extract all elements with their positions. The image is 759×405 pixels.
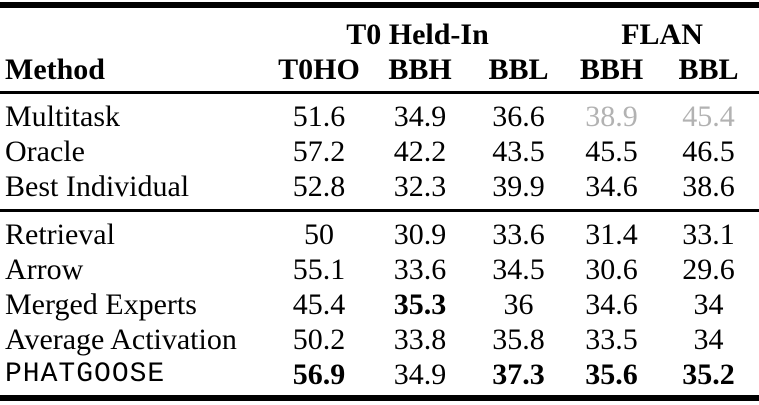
cell-value: 35.3 <box>393 288 447 321</box>
cell-value: 45.5 <box>585 135 638 168</box>
cell-value: 32.3 <box>368 169 472 212</box>
cell-value: 55.1 <box>292 253 346 286</box>
cell-value: 34.6 <box>565 169 659 212</box>
cell-value: 33.8 <box>393 323 447 356</box>
cell-value: 33.6 <box>393 253 447 286</box>
cell-method: Arrow <box>5 253 84 286</box>
col-header-flan-bbh: BBH <box>565 52 659 94</box>
cell-method: Best Individual <box>0 169 270 212</box>
cell-value: 34.6 <box>585 288 638 321</box>
table-row-arrow: Arrow 55.1 33.6 34.5 30.6 29.6 <box>0 252 759 287</box>
cell-value: 50.2 <box>292 323 346 356</box>
cell-value: 31.4 <box>585 218 638 251</box>
cell-value: 45.4 <box>292 288 346 321</box>
table-row-multitask: Multitask 51.6 34.9 36.6 38.9 45.4 <box>0 93 759 135</box>
table-row-best-individual: Best Individual 52.8 32.3 39.9 34.6 38.6 <box>0 169 759 212</box>
cell-value: 34.5 <box>492 253 545 286</box>
col-header-t0-bbl: BBL <box>472 52 566 94</box>
col-header-method: Method <box>0 52 270 94</box>
cell-value: 42.2 <box>393 135 447 168</box>
column-group-t0-held-in: T0 Held-In <box>346 18 489 51</box>
cell-value: 51.6 <box>292 100 346 133</box>
cell-method: PHATGOOSE <box>5 359 166 390</box>
cell-value: 29.6 <box>682 253 735 286</box>
cell-value: 33.5 <box>585 323 638 356</box>
cell-method: Average Activation <box>5 323 237 356</box>
cell-value: 36 <box>503 288 534 321</box>
cell-value: 34 <box>693 323 724 356</box>
table-row-oracle: Oracle 57.2 42.2 43.5 45.5 46.5 <box>0 134 759 169</box>
cell-value: 50 <box>304 218 334 251</box>
cell-value: 56.9 <box>292 358 346 391</box>
cell-method: Retrieval <box>5 218 115 251</box>
cell-value: 30.9 <box>393 218 447 251</box>
cell-method: Multitask <box>5 100 121 133</box>
table-row-phatgoose: PHATGOOSE 56.9 34.9 37.3 35.6 35.2 <box>0 357 759 398</box>
cell-value: 35.2 <box>682 358 735 391</box>
cell-value: 34.9 <box>393 100 447 133</box>
cell-value: 35.6 <box>585 358 638 391</box>
col-header-t0-bbh: BBH <box>368 52 472 94</box>
table-row-average-activation: Average Activation 50.2 33.8 35.8 33.5 3… <box>0 322 759 357</box>
col-header-t0ho: T0HO <box>270 52 368 94</box>
column-header-row: Method T0HO BBH BBL BBH BBL <box>0 52 759 94</box>
cell-value: 37.3 <box>492 358 545 391</box>
cell-method: Oracle <box>5 135 85 168</box>
table-section-methods: Retrieval 50 30.9 33.6 31.4 33.1 Arrow 5… <box>0 211 759 399</box>
cell-value: 33.6 <box>492 218 545 251</box>
cell-value: 30.6 <box>585 253 638 286</box>
cell-value: 38.9 <box>585 100 638 133</box>
col-header-flan-bbl: BBL <box>658 52 759 94</box>
column-group-spacer <box>0 5 270 52</box>
cell-value: 57.2 <box>292 135 346 168</box>
cell-value: 35.8 <box>492 323 545 356</box>
table-row-merged-experts: Merged Experts 45.4 35.3 36 34.6 34 <box>0 287 759 322</box>
cell-value: 52.8 <box>270 169 368 212</box>
cell-value: 45.4 <box>682 100 735 133</box>
cell-value: 34.9 <box>393 358 447 391</box>
cell-method: Merged Experts <box>5 288 197 321</box>
cell-value: 36.6 <box>492 100 545 133</box>
column-group-flan: FLAN <box>621 18 703 51</box>
column-group-row: T0 Held-In FLAN <box>0 5 759 52</box>
table-row-retrieval: Retrieval 50 30.9 33.6 31.4 33.1 <box>0 211 759 253</box>
cell-value: 38.6 <box>658 169 759 212</box>
cell-value: 39.9 <box>472 169 566 212</box>
cell-value: 46.5 <box>682 135 735 168</box>
cell-value: 33.1 <box>682 218 735 251</box>
table-header: T0 Held-In FLAN Method T0HO BBH BBL BBH … <box>0 5 759 94</box>
cell-value: 43.5 <box>492 135 545 168</box>
table-section-baselines: Multitask 51.6 34.9 36.6 38.9 45.4 Oracl… <box>0 93 759 212</box>
cell-value: 34 <box>693 288 724 321</box>
